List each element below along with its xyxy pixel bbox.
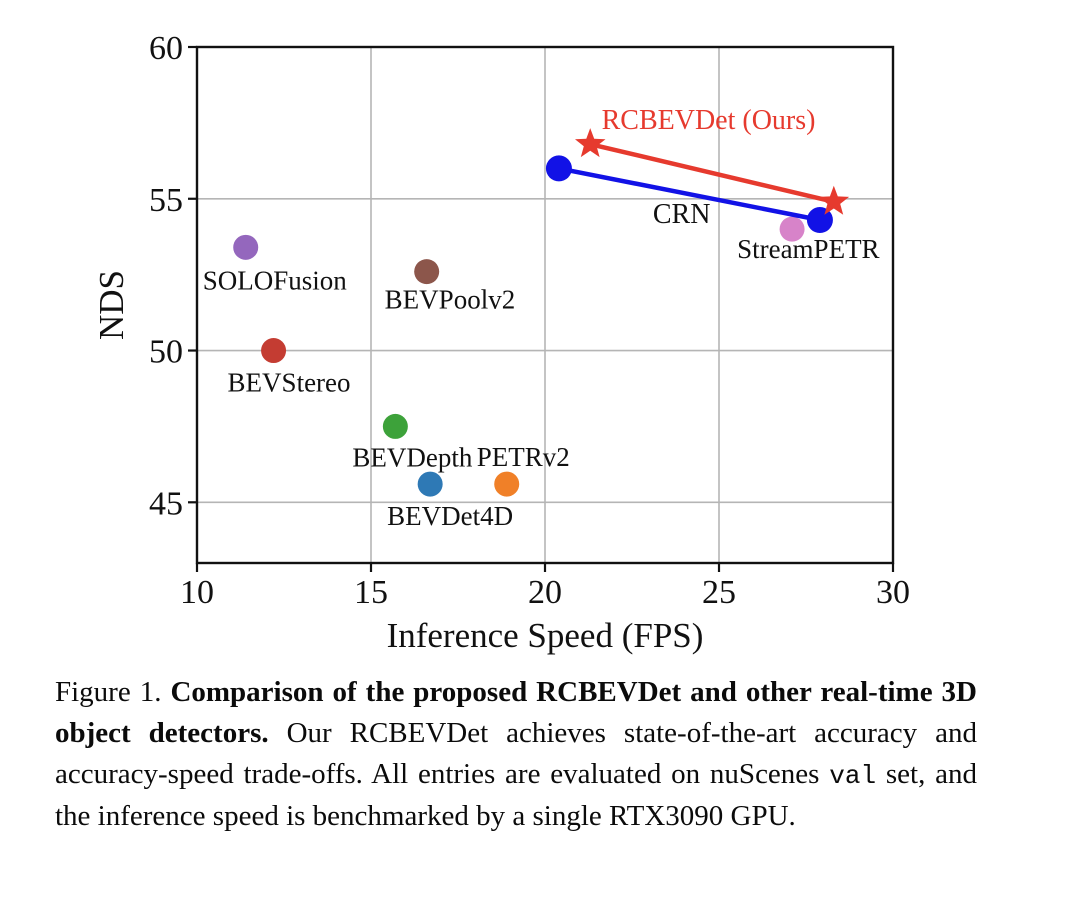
data-point-label-BEVDet4D: BEVDet4D	[387, 501, 513, 531]
data-point-BEVDet4D	[417, 471, 443, 497]
series-point-CRN	[545, 155, 572, 182]
x-tick-label: 30	[876, 574, 910, 611]
caption-run-normal: Figure 1.	[55, 676, 171, 708]
data-point-label-StreamPETR: StreamPETR	[737, 234, 880, 264]
y-tick-label: 55	[149, 182, 183, 219]
caption-run-mono: val	[829, 761, 877, 792]
series-line-CRN	[556, 166, 823, 223]
data-point-BEVPoolv2	[414, 259, 440, 285]
y-tick-label: 45	[149, 485, 183, 522]
x-tick-label: 15	[354, 574, 388, 611]
y-axis-title: NDS	[92, 270, 131, 340]
star-marker-RCBEVDet (Ours)	[575, 128, 606, 158]
data-point-label-PETRv2: PETRv2	[477, 442, 570, 472]
series-label-CRN: CRN	[653, 199, 711, 230]
data-point-label-SOLOFusion: SOLOFusion	[203, 265, 348, 295]
data-point-label-BEVPoolv2: BEVPoolv2	[385, 285, 516, 315]
data-point-PETRv2	[494, 471, 520, 497]
data-point-SOLOFusion	[233, 234, 259, 260]
data-point-BEVStereo	[261, 338, 287, 364]
y-tick-label: 50	[149, 334, 183, 371]
x-tick-label: 10	[180, 574, 214, 611]
series-label-RCBEVDet (Ours): RCBEVDet (Ours)	[602, 105, 816, 136]
figure-plot: SOLOFusion BEVStereo BEVPoolv2 BEVDepth BEVD…	[92, 30, 910, 655]
data-point-label-BEVDepth: BEVDepth	[352, 442, 472, 472]
x-tick-label: 20	[528, 574, 562, 611]
caption-run-normal: set, and the inference speed is benchmar…	[55, 758, 977, 832]
data-point-label-BEVStereo: BEVStereo	[228, 368, 351, 398]
data-point-StreamPETR	[779, 216, 805, 242]
y-tick-label: 60	[149, 30, 183, 67]
data-point-BEVDepth	[382, 413, 408, 439]
x-axis-title: Inference Speed (FPS)	[387, 616, 704, 655]
star-marker-RCBEVDet (Ours)	[818, 185, 850, 215]
series-point-CRN	[806, 207, 833, 234]
series-line-RCBEVDet (Ours)	[587, 141, 837, 205]
figure-caption: Figure 1. Comparison of the proposed RCB…	[55, 672, 977, 837]
scatter-chart: SOLOFusion BEVStereo BEVPoolv2 BEVDepth BEVD…	[92, 30, 910, 655]
caption-run-bold: Comparison of the proposed RCBEVDet and …	[55, 676, 977, 750]
x-tick-label: 25	[702, 574, 736, 611]
caption-run-normal: Our RCBEVDet achieves state-of-the-art a…	[55, 717, 977, 791]
